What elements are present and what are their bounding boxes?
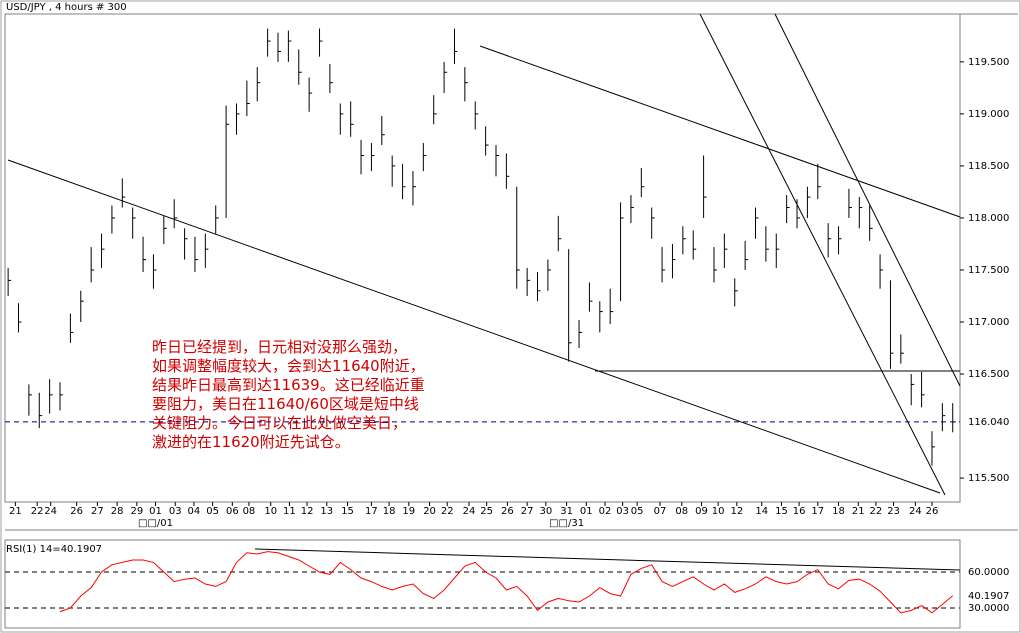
rsi-line [59, 551, 954, 614]
annotation-line: 激进的在11620附近先试仓。 [152, 433, 350, 451]
x-period-label: □□/31 [549, 518, 584, 529]
x-tick-label: 24 [909, 506, 922, 517]
x-tick-label: 02 [599, 506, 612, 517]
x-tick-label: 21 [852, 506, 865, 517]
x-tick-label: 05 [631, 506, 644, 517]
y-tick-label: 118.500 [968, 161, 1009, 172]
y-tick-label: 117.500 [968, 265, 1009, 276]
x-tick-label: 26 [70, 506, 83, 517]
x-tick-label: 03 [616, 506, 629, 517]
x-tick-label: 30 [539, 506, 552, 517]
rsi-title: RSI(1) 14=40.1907 [6, 544, 102, 555]
x-tick-label: 23 [887, 506, 900, 517]
x-tick-label: 10 [712, 506, 725, 517]
x-tick-label: 12 [730, 506, 743, 517]
y-tick-label: 30.0000 [968, 603, 1009, 614]
x-tick-label: 21 [9, 506, 22, 517]
x-tick-label: 07 [654, 506, 667, 517]
x-tick-label: 08 [675, 506, 688, 517]
y-tick-label: 117.000 [968, 317, 1009, 328]
y-tick-label: 60.0000 [968, 567, 1009, 578]
annotation-line: 如果调整幅度较大，会到达11640附近， [152, 357, 425, 375]
x-tick-label: 05 [206, 506, 219, 517]
x-tick-label: 04 [188, 506, 201, 517]
x-tick-label: 20 [423, 506, 436, 517]
x-tick-label: 17 [811, 506, 824, 517]
trendline [254, 548, 961, 571]
y-tick-label: 115.500 [968, 473, 1009, 484]
trendline [699, 13, 946, 496]
x-tick-label: 01 [149, 506, 162, 517]
annotation-line: 结果昨日最高到达11639。这已经临近重 [152, 376, 425, 394]
rsi-last-label: 40.1907 [968, 591, 1009, 602]
y-tick-label: 116.500 [968, 369, 1009, 380]
x-tick-label: 24 [463, 506, 476, 517]
chart-title: USD/JPY , 4 hours # 300 [6, 2, 127, 13]
annotation: 昨日已经提到，日元相对没那么强劲，如果调整幅度较大，会到达11640附近，结果昨… [152, 338, 425, 451]
x-tick-label: 15 [775, 506, 788, 517]
x-tick-label: 01 [580, 506, 593, 517]
x-tick-label: 28 [111, 506, 124, 517]
x-tick-label: 14 [755, 506, 768, 517]
trendline [7, 159, 941, 494]
x-tick-label: 24 [44, 506, 57, 517]
annotation-line: 昨日已经提到，日元相对没那么强劲， [152, 338, 407, 356]
x-tick-label: 03 [169, 506, 182, 517]
x-tick-label: 25 [480, 506, 493, 517]
trendline [479, 45, 961, 218]
annotation-line: 关键阻力。今日可以在此处做空美日， [152, 414, 407, 432]
y-tick-label: 118.000 [968, 213, 1009, 224]
trendline [774, 13, 961, 387]
x-tick-label: 18 [832, 506, 845, 517]
x-tick-label: 26 [926, 506, 939, 517]
x-tick-label: 08 [243, 506, 256, 517]
x-tick-label: 29 [130, 506, 143, 517]
y-tick-label: 119.000 [968, 109, 1009, 120]
x-tick-label: 22 [441, 506, 454, 517]
x-tick-label: 13 [320, 506, 333, 517]
x-tick-label: 17 [365, 506, 378, 517]
x-tick-label: 10 [264, 506, 277, 517]
x-tick-label: 18 [383, 506, 396, 517]
x-tick-label: 31 [560, 506, 573, 517]
rsi-panel [4, 539, 961, 629]
x-tick-label: 16 [793, 506, 806, 517]
x-tick-label: 11 [283, 506, 296, 517]
annotation-line: 要阻力，美日在11640/60区域是短中线 [152, 395, 419, 413]
x-tick-label: 19 [402, 506, 415, 517]
x-tick-label: 22 [31, 506, 44, 517]
y-tick-label: 119.500 [968, 57, 1009, 68]
x-tick-label: 15 [341, 506, 354, 517]
current-price-label: 116.040 [968, 417, 1009, 428]
x-tick-label: 26 [501, 506, 514, 517]
x-tick-label: 27 [91, 506, 104, 517]
x-tick-label: 06 [226, 506, 239, 517]
x-tick-label: 09 [695, 506, 708, 517]
trendlines [7, 13, 961, 571]
price-panel [4, 13, 961, 503]
x-tick-label: 22 [870, 506, 883, 517]
x-tick-label: 12 [301, 506, 314, 517]
x-period-label: □□/01 [138, 518, 173, 529]
x-tick-label: 27 [521, 506, 534, 517]
